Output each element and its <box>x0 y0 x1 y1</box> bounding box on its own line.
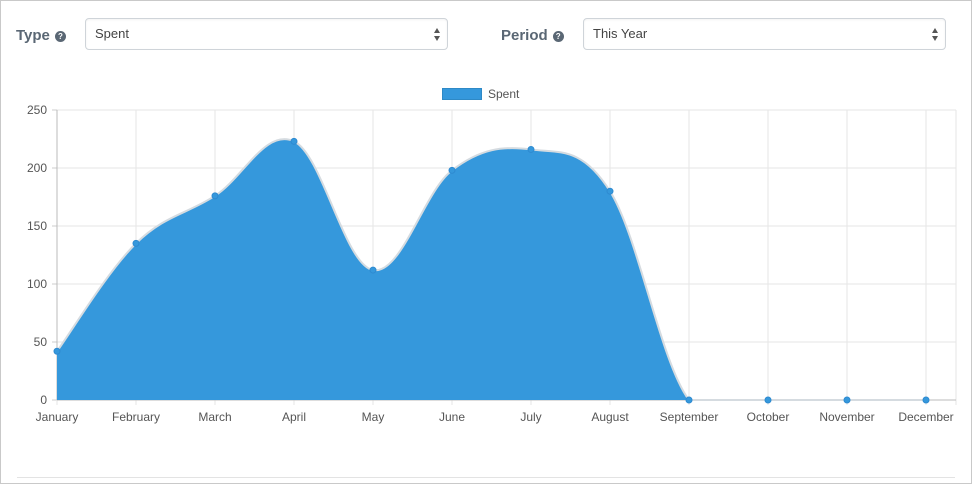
x-tick-label: April <box>282 410 306 424</box>
legend-label: Spent <box>488 87 520 101</box>
question-circle-icon[interactable]: ? <box>54 30 66 42</box>
y-tick-label: 100 <box>27 277 47 291</box>
period-filter-label: Period ? <box>501 25 564 47</box>
period-select-value: This Year <box>593 26 648 41</box>
y-tick-label: 150 <box>27 219 47 233</box>
question-circle-icon[interactable]: ? <box>552 30 564 42</box>
series-area <box>57 139 926 400</box>
data-point <box>369 266 377 274</box>
data-point <box>606 187 614 195</box>
x-tick-label: November <box>819 410 874 424</box>
x-tick-label: January <box>36 410 79 424</box>
x-tick-label: December <box>898 410 953 424</box>
data-point <box>922 396 930 404</box>
y-tick-label: 200 <box>27 161 47 175</box>
x-tick-label: August <box>591 410 629 424</box>
select-arrows-icon <box>932 28 938 41</box>
data-point <box>448 166 456 174</box>
area-chart: 0 50 100 150 200 250 January February March April… <box>27 103 957 424</box>
chart-legend[interactable]: Spent <box>442 87 519 101</box>
data-point <box>843 396 851 404</box>
x-tick-label: September <box>660 410 719 424</box>
legend-swatch <box>442 88 482 100</box>
select-arrows-icon <box>434 28 440 41</box>
data-point <box>53 347 61 355</box>
type-select[interactable]: Spent <box>85 18 448 50</box>
type-filter-label: Type ? <box>16 25 66 47</box>
x-tick-label: February <box>112 410 160 424</box>
period-select[interactable]: This Year <box>583 18 946 50</box>
series-line <box>56 138 926 402</box>
data-point <box>290 137 298 145</box>
y-tick-label: 250 <box>27 103 47 117</box>
data-point <box>685 396 693 404</box>
data-point <box>527 145 535 153</box>
x-tick-label: May <box>362 410 385 424</box>
data-point <box>132 239 140 247</box>
divider <box>17 477 955 478</box>
x-tick-label: October <box>747 410 790 424</box>
y-tick-label: 50 <box>34 335 48 349</box>
type-label-text: Type <box>16 27 50 44</box>
period-label-text: Period <box>501 27 548 44</box>
data-point <box>764 396 772 404</box>
x-tick-label: July <box>520 410 541 424</box>
y-tick-label: 0 <box>40 393 47 407</box>
x-tick-label: June <box>439 410 465 424</box>
x-tick-label: March <box>198 410 231 424</box>
type-select-value: Spent <box>95 26 129 41</box>
data-point <box>211 192 219 200</box>
